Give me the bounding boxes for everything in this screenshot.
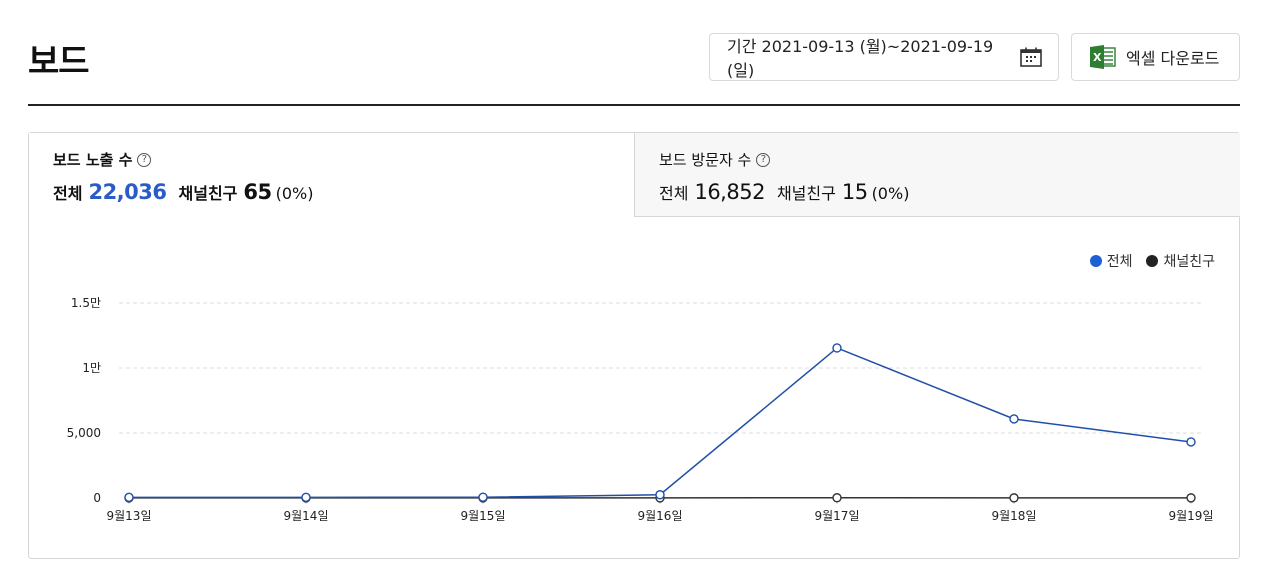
y-tick-label: 0 <box>93 491 101 505</box>
y-tick-label: 1만 <box>82 361 101 375</box>
x-tick-label: 9월17일 <box>815 509 860 523</box>
x-tick-label: 9월18일 <box>992 509 1037 523</box>
x-tick-label: 9월15일 <box>461 509 506 523</box>
date-range-label: 기간 2021-09-13 (월)~2021-09-19 (일) <box>727 37 994 80</box>
data-point[interactable] <box>655 490 665 500</box>
x-tick-label: 9월19일 <box>1169 509 1214 523</box>
total-value: 16,852 <box>694 180 765 204</box>
data-point[interactable] <box>832 343 842 353</box>
legend-dot-icon <box>1146 255 1159 267</box>
total-label: 전체 <box>659 184 689 203</box>
friends-pct: (0%) <box>275 184 314 203</box>
data-point[interactable] <box>1186 437 1196 447</box>
data-point[interactable] <box>124 492 134 503</box>
data-point[interactable] <box>832 493 842 503</box>
chart-legend: 전체 채널친구 <box>1089 251 1215 271</box>
calendar-icon <box>1020 47 1042 67</box>
stats-card: 보드 노출 수 ? 전체 22,036 채널친구 65 (0%) 보드 방문자 … <box>28 132 1240 559</box>
tab-board-impressions[interactable]: 보드 노출 수 ? 전체 22,036 채널친구 65 (0%) <box>29 133 634 217</box>
legend-label: 전체 <box>1106 254 1133 270</box>
x-tick-label: 9월16일 <box>638 509 683 523</box>
friends-value: 15 <box>841 180 868 204</box>
data-point[interactable] <box>1009 493 1019 503</box>
legend-item-friends[interactable]: 채널친구 <box>1146 251 1215 271</box>
excel-download-button[interactable]: X 엑셀 다운로드 <box>1071 33 1240 81</box>
tab-title: 보드 노출 수 <box>53 151 133 169</box>
legend-item-total[interactable]: 전체 <box>1089 251 1133 271</box>
tab-title: 보드 방문자 수 <box>659 151 752 169</box>
tab-board-visitors[interactable]: 보드 방문자 수 ? 전체 16,852 채널친구 15 (0%) <box>634 133 1240 217</box>
series-line <box>129 347 1192 499</box>
page-title: 보드 <box>28 42 90 82</box>
y-tick-label: 5,000 <box>67 426 101 440</box>
friends-pct: (0%) <box>871 184 910 203</box>
help-icon[interactable]: ? <box>137 152 152 167</box>
total-value: 22,036 <box>88 180 167 204</box>
line-chart: 0 5,000 1만 1.5만 9월13일 9월14일 9월15일 9월16일 9월17일 9월1… <box>67 296 1214 523</box>
legend-dot-icon <box>1089 255 1102 267</box>
svg-text:X: X <box>1093 51 1102 64</box>
data-point[interactable] <box>1186 493 1196 503</box>
friends-value: 65 <box>243 180 272 204</box>
legend-label: 채널친구 <box>1163 254 1215 270</box>
y-tick-label: 1.5만 <box>71 296 101 310</box>
data-point[interactable] <box>1009 414 1019 424</box>
data-point[interactable] <box>478 492 488 502</box>
friends-label: 채널친구 <box>776 184 836 203</box>
excel-icon: X <box>1090 45 1116 69</box>
date-range-button[interactable]: 기간 2021-09-13 (월)~2021-09-19 (일) <box>709 33 1059 81</box>
help-icon[interactable]: ? <box>756 152 771 167</box>
friends-label: 채널친구 <box>178 184 238 203</box>
x-tick-label: 9월13일 <box>107 509 152 523</box>
x-tick-label: 9월14일 <box>284 509 329 523</box>
excel-download-label: 엑셀 다운로드 <box>1126 49 1220 68</box>
total-label: 전체 <box>53 184 83 203</box>
header-divider <box>28 104 1240 106</box>
data-point[interactable] <box>301 492 311 503</box>
